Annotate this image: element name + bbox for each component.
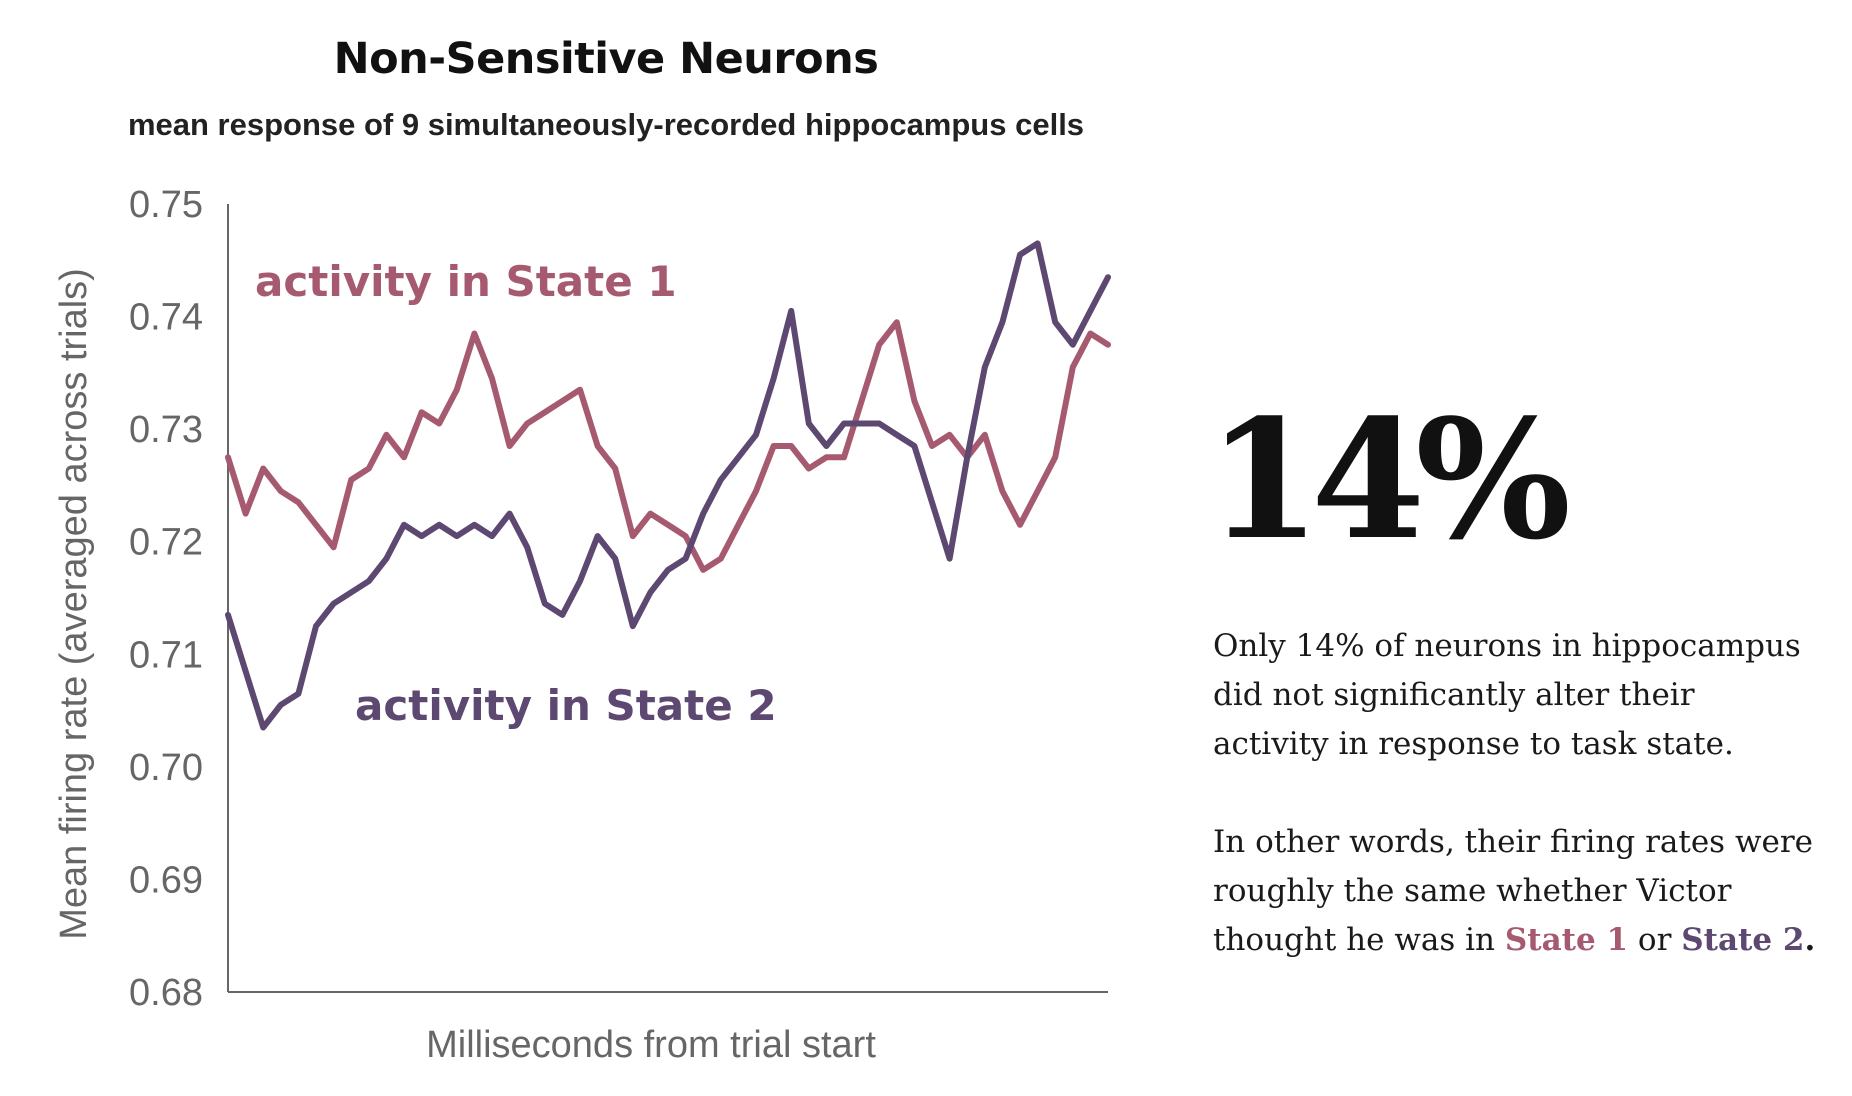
y-tick-label: 0.74: [129, 297, 203, 339]
state-1-highlight: State 1: [1504, 922, 1629, 958]
y-tick-label: 0.68: [129, 972, 203, 1014]
series-line-1: [225, 319, 1111, 573]
y-tick-label: 0.71: [129, 634, 203, 676]
callout-paragraph-1: Only 14% of neurons in hippocampus did n…: [1213, 622, 1843, 769]
chart-subtitle: mean response of 9 simultaneously-record…: [127, 107, 1085, 142]
series-label-2: activity in State 2: [355, 681, 777, 730]
series-lines: [225, 240, 1111, 731]
chart-title: Non-Sensitive Neurons: [333, 34, 879, 84]
series-line-2: [225, 240, 1111, 731]
y-tick-labels: 0.68 0.69 0.70 0.71 0.72 0.73 0.74 0.75: [129, 184, 203, 1014]
callout-paragraph-2: In other words, their firing rates were …: [1213, 818, 1843, 965]
paragraph-2-last-line: thought he was in State 1 or State 2.: [1213, 916, 1843, 965]
paragraph-1-line: did not significantly alter their: [1213, 677, 1695, 713]
series-label-1: activity in State 1: [255, 257, 677, 306]
y-tick-label: 0.72: [129, 522, 203, 564]
y-axis-label: Mean firing rate (averaged across trials…: [53, 268, 95, 940]
line-chart: 0.68 0.69 0.70 0.71 0.72 0.73 0.74 0.75 activit…: [53, 184, 1111, 1066]
series-labels: activity in State 1 activity in State 2: [255, 257, 777, 730]
paragraph-1-line: activity in response to task state.: [1213, 726, 1734, 762]
y-tick-label: 0.75: [129, 184, 203, 226]
y-tick-label: 0.73: [129, 409, 203, 451]
paragraph-2-line: roughly the same whether Victor: [1213, 873, 1732, 909]
axes: [227, 204, 1108, 993]
y-tick-label: 0.69: [129, 859, 203, 901]
paragraph-2-prefix: thought he was in: [1213, 922, 1505, 958]
x-axis-label: Milliseconds from trial start: [426, 1024, 876, 1066]
paragraph-2-end: .: [1804, 922, 1816, 958]
stat-percentage: 14%: [1207, 383, 1571, 576]
paragraph-2-line: In other words, their firing rates were: [1213, 824, 1813, 860]
y-tick-label: 0.70: [129, 747, 203, 789]
paragraph-1-line: Only 14% of neurons in hippocampus: [1213, 628, 1801, 664]
paragraph-2-connector: or: [1628, 922, 1682, 958]
state-2-highlight: State 2: [1681, 922, 1805, 958]
